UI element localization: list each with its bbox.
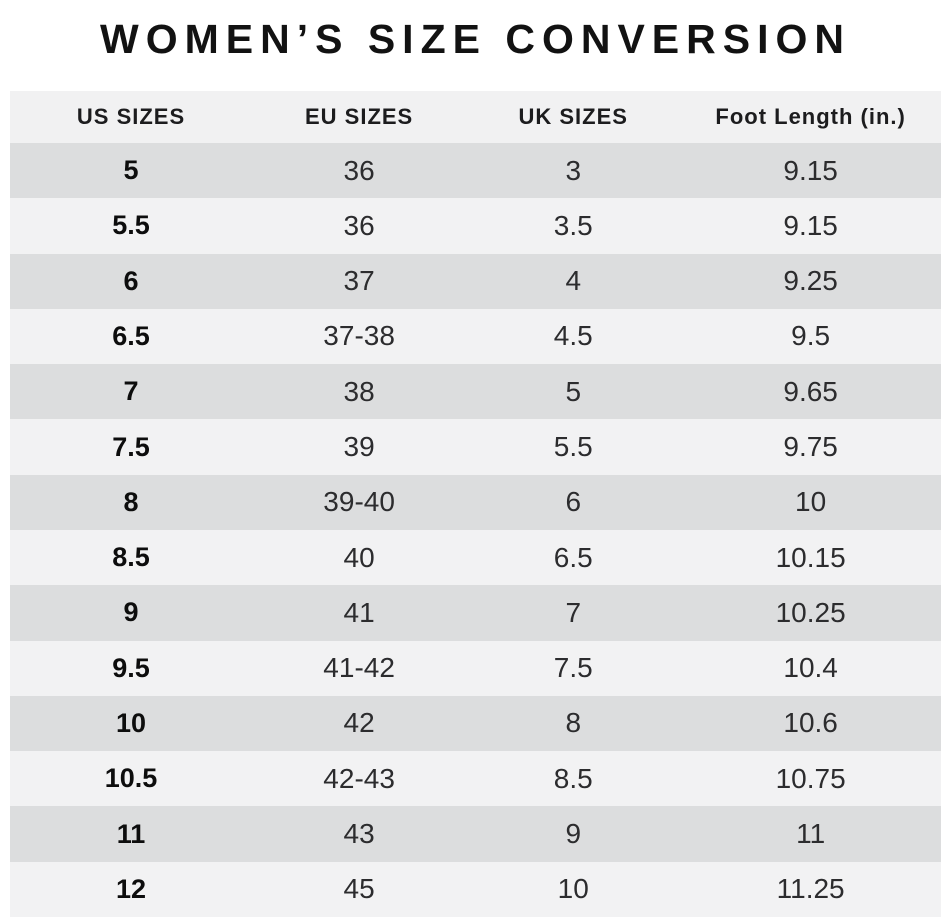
cell-eu-sizes: 36	[343, 209, 375, 241]
cell-us-sizes: 6	[123, 265, 139, 296]
cell-foot-length: 10.4	[783, 652, 838, 684]
column-header-foot-length: Foot Length (in.)	[715, 104, 906, 129]
cell-foot-length: 10.75	[775, 762, 846, 794]
table-row: 5 36 3 9.15	[10, 143, 941, 199]
table-row: 7.5 39 5.5 9.75	[10, 419, 941, 475]
cell-foot-length: 9.65	[783, 375, 838, 407]
cell-eu-sizes: 39	[343, 431, 375, 463]
cell-us-sizes: 10.5	[104, 763, 158, 794]
column-header-eu-sizes: EU SIZES	[304, 104, 414, 129]
table-row: 8 39-40 6 10	[10, 474, 941, 530]
cell-eu-sizes: 37	[343, 265, 375, 297]
cell-foot-length: 9.75	[783, 431, 838, 463]
cell-eu-sizes: 41-42	[323, 652, 395, 684]
cell-foot-length: 10.6	[783, 707, 838, 739]
cell-us-sizes: 9	[123, 597, 139, 628]
table-body: 5 36 3 9.15 5.5 36 3.5 9.15 6 37 4 9.25 6.5 37-38 4.5 9…	[10, 143, 941, 917]
cell-eu-sizes: 36	[343, 154, 375, 186]
cell-us-sizes: 5	[123, 155, 139, 186]
cell-uk-sizes: 7	[565, 596, 582, 628]
cell-us-sizes: 12	[116, 873, 147, 904]
cell-us-sizes: 11	[116, 818, 146, 849]
cell-us-sizes: 7	[123, 376, 139, 407]
table-header-row: US SIZES EU SIZES UK SIZES Foot Length (in.…	[10, 91, 941, 143]
cell-uk-sizes: 9	[565, 818, 582, 850]
cell-eu-sizes: 41	[343, 596, 375, 628]
cell-eu-sizes: 38	[343, 375, 375, 407]
cell-eu-sizes: 42-43	[323, 762, 395, 794]
cell-us-sizes: 6.5	[112, 320, 150, 351]
column-header-us-sizes: US SIZES	[76, 104, 186, 129]
cell-eu-sizes: 43	[343, 818, 375, 850]
table-row: 6 37 4 9.25	[10, 253, 941, 309]
table-row: 12 45 10 11.25	[10, 861, 941, 917]
cell-uk-sizes: 6.5	[553, 541, 593, 573]
page-title: WOMEN’S SIZE CONVERSION	[100, 16, 851, 62]
cell-eu-sizes: 37-38	[323, 320, 395, 352]
cell-foot-length: 9.15	[783, 154, 838, 186]
cell-eu-sizes: 39-40	[323, 486, 395, 518]
table-row: 10 42 8 10.6	[10, 695, 941, 752]
size-conversion-table: US SIZES EU SIZES UK SIZES Foot Length (in.…	[10, 91, 941, 917]
table-row: 10.5 42-43 8.5 10.75	[10, 751, 941, 807]
table-row: 11 43 9 11	[10, 806, 941, 862]
cell-foot-length: 10	[795, 486, 827, 518]
cell-us-sizes: 10	[116, 707, 147, 738]
cell-foot-length: 9.5	[791, 320, 831, 352]
cell-uk-sizes: 8.5	[553, 762, 593, 794]
cell-uk-sizes: 4.5	[553, 320, 593, 352]
cell-eu-sizes: 40	[343, 541, 375, 573]
cell-foot-length: 11	[796, 818, 826, 850]
cell-us-sizes: 7.5	[112, 431, 150, 462]
cell-us-sizes: 8.5	[112, 542, 150, 573]
table-row: 8.5 40 6.5 10.15	[10, 529, 941, 586]
cell-foot-length: 10.25	[775, 596, 846, 628]
cell-us-sizes: 8	[123, 486, 139, 517]
cell-eu-sizes: 42	[343, 707, 375, 739]
cell-uk-sizes: 3	[565, 154, 582, 186]
cell-uk-sizes: 10	[557, 873, 589, 905]
table-row: 5.5 36 3.5 9.15	[10, 198, 941, 254]
cell-foot-length: 10.15	[775, 541, 846, 573]
cell-uk-sizes: 3.5	[553, 209, 593, 241]
column-header-uk-sizes: UK SIZES	[518, 104, 628, 129]
table-row: 6.5 37-38 4.5 9.5	[10, 308, 941, 365]
cell-us-sizes: 9.5	[112, 652, 150, 683]
cell-foot-length: 11.25	[776, 873, 845, 905]
cell-uk-sizes: 8	[565, 707, 582, 739]
cell-uk-sizes: 6	[565, 486, 582, 518]
cell-foot-length: 9.25	[783, 265, 838, 297]
cell-foot-length: 9.15	[783, 209, 838, 241]
table-row: 9 41 7 10.25	[10, 585, 941, 641]
cell-uk-sizes: 5.5	[553, 431, 593, 463]
table-row: 9.5 41-42 7.5 10.4	[10, 640, 941, 696]
cell-eu-sizes: 45	[343, 873, 375, 905]
cell-us-sizes: 5.5	[112, 210, 150, 241]
cell-uk-sizes: 5	[565, 375, 582, 407]
table-row: 7 38 5 9.65	[10, 364, 941, 420]
cell-uk-sizes: 4	[565, 265, 582, 297]
cell-uk-sizes: 7.5	[553, 652, 593, 684]
